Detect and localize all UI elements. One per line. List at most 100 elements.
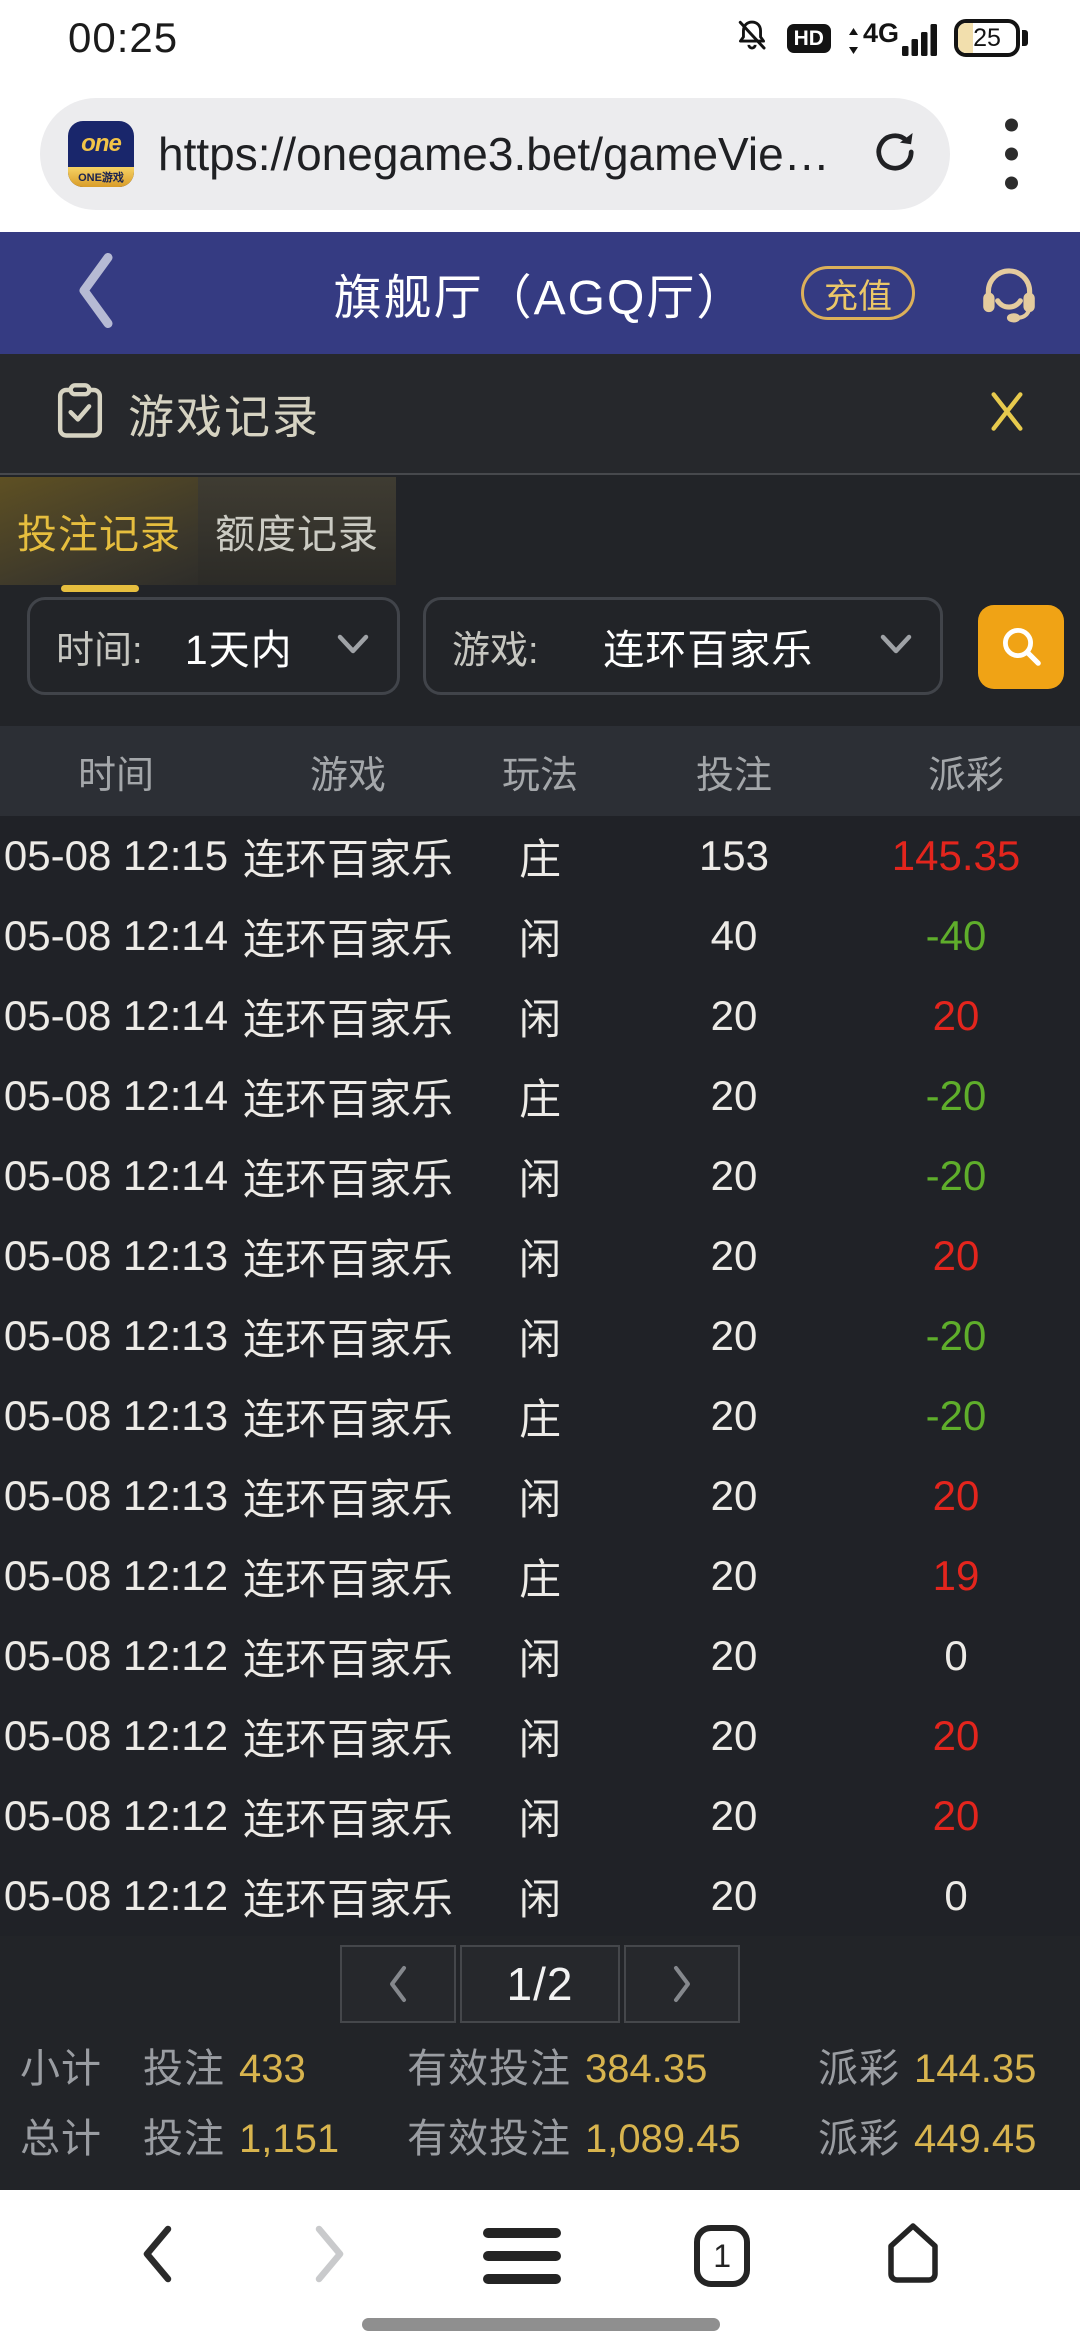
row-play: 闲 [518,995,561,1043]
row-game: 连环百家乐 [242,1875,453,1923]
game-filter-value: 连环百家乐 [603,627,814,673]
row-bet: 20 [710,992,758,1039]
browser-menu-icon[interactable] [1005,118,1018,190]
prev-page-button[interactable] [340,1945,456,2023]
row-payout: 145.35 [891,832,1021,879]
row-play: 闲 [518,1795,561,1843]
time-filter-value: 1天内 [184,627,293,673]
game-filter-select[interactable]: 游戏: 连环百家乐 [423,597,943,695]
table-row[interactable]: 05-08 12:14 连环百家乐 闲 40 -40 [0,896,1080,976]
row-game: 连环百家乐 [242,995,453,1043]
back-icon[interactable] [72,250,118,337]
system-nav-bar: 1 [0,2190,1080,2340]
nav-menu-icon[interactable] [482,2228,561,2284]
page-title: 旗舰厅（AGQ厅） [333,272,747,325]
customer-service-icon[interactable] [976,257,1042,330]
pagination: 1/2 [340,1945,740,2023]
game-filter-label: 游戏: [452,629,539,672]
browser-toolbar: one ONE游戏 https://onegame3.bet/gameVie… [0,76,1080,232]
row-time: 05-08 12:13 [3,1232,229,1279]
row-time: 05-08 12:12 [3,1872,229,1919]
row-time: 05-08 12:12 [3,1712,229,1759]
row-time: 05-08 12:13 [3,1392,229,1439]
address-bar[interactable]: one ONE游戏 https://onegame3.bet/gameVie… [40,98,950,210]
recharge-button[interactable]: 充值 [801,266,915,320]
row-play: 闲 [518,1635,561,1683]
row-time: 05-08 12:12 [3,1632,229,1679]
subtotal-bet-value: 433 [239,2047,306,2091]
row-time: 05-08 12:12 [3,1792,229,1839]
table-header: 时间 游戏 玩法 投注 派彩 [0,726,1080,816]
row-game: 连环百家乐 [242,1555,453,1603]
col-game: 游戏 [309,754,386,797]
row-payout: -20 [925,1152,987,1199]
row-payout: 20 [932,1712,980,1759]
row-game: 连环百家乐 [242,835,453,883]
site-favicon: one ONE游戏 [68,121,134,187]
total-bet-label: 投注 [143,2117,225,2161]
panel-header: 游戏记录 [0,354,1080,475]
subtotal-payout-value: 144.35 [914,2047,1037,2091]
table-row[interactable]: 05-08 12:14 连环百家乐 庄 20 -20 [0,1056,1080,1136]
nav-home-icon[interactable] [883,2221,943,2292]
battery-level: 25 [973,23,1001,52]
row-play: 闲 [518,1875,561,1923]
row-play: 闲 [518,915,561,963]
col-play: 玩法 [501,754,578,797]
row-play: 闲 [518,1235,561,1283]
tab-quota-records[interactable]: 额度记录 [198,477,396,585]
row-play: 闲 [518,1715,561,1763]
table-row[interactable]: 05-08 12:13 连环百家乐 庄 20 -20 [0,1376,1080,1456]
table-body: 05-08 12:15 连环百家乐 庄 153 145.35 05-08 12:… [0,816,1080,1936]
gesture-bar[interactable] [362,2318,720,2331]
refresh-icon[interactable] [868,125,922,184]
table-row[interactable]: 05-08 12:13 连环百家乐 闲 20 -20 [0,1296,1080,1376]
total-payout-label: 派彩 [818,2117,900,2161]
hd-badge: HD [786,23,831,53]
row-game: 连环百家乐 [242,1075,453,1123]
subtotal-payout-label: 派彩 [818,2047,900,2091]
app-header: 旗舰厅（AGQ厅） 充值 [0,232,1080,354]
row-play: 闲 [518,1155,561,1203]
search-button[interactable] [978,605,1064,689]
row-play: 闲 [518,1315,561,1363]
total-valid-value: 1,089.45 [585,2117,741,2161]
nav-back-icon[interactable] [137,2224,177,2289]
row-bet: 20 [710,1872,758,1919]
nav-tabs-icon[interactable]: 1 [694,2225,751,2287]
tab-bet-records[interactable]: 投注记录 [0,477,198,592]
table-row[interactable]: 05-08 12:12 连环百家乐 闲 20 20 [0,1776,1080,1856]
row-play: 庄 [518,835,561,883]
row-payout: -20 [925,1072,987,1119]
row-bet: 153 [698,832,770,879]
row-bet: 20 [710,1312,758,1359]
row-payout: -20 [925,1312,987,1359]
next-page-button[interactable] [624,1945,740,2023]
subtotal-label: 小计 [20,2047,102,2091]
row-bet: 20 [710,1152,758,1199]
row-time: 05-08 12:12 [3,1552,229,1599]
row-time: 05-08 12:14 [3,1152,229,1199]
table-row[interactable]: 05-08 12:12 连环百家乐 庄 20 19 [0,1536,1080,1616]
url-text: https://onegame3.bet/gameVie… [158,128,830,180]
row-time: 05-08 12:13 [3,1472,229,1519]
col-time: 时间 [77,754,154,797]
row-payout: 20 [932,1792,980,1839]
record-tabs: 投注记录 额度记录 [0,477,1080,592]
nav-forward-icon[interactable] [310,2224,350,2289]
close-icon[interactable] [982,386,1032,441]
table-row[interactable]: 05-08 12:12 连环百家乐 闲 20 20 [0,1696,1080,1776]
table-row[interactable]: 05-08 12:12 连环百家乐 闲 20 0 [0,1616,1080,1696]
table-row[interactable]: 05-08 12:14 连环百家乐 闲 20 -20 [0,1136,1080,1216]
table-row[interactable]: 05-08 12:12 连环百家乐 闲 20 0 [0,1856,1080,1936]
row-game: 连环百家乐 [242,1395,453,1443]
table-row[interactable]: 05-08 12:13 连环百家乐 闲 20 20 [0,1456,1080,1536]
row-time: 05-08 12:14 [3,912,229,959]
row-game: 连环百家乐 [242,1635,453,1683]
table-row[interactable]: 05-08 12:14 连环百家乐 闲 20 20 [0,976,1080,1056]
time-filter-select[interactable]: 时间: 1天内 [27,597,400,695]
table-row[interactable]: 05-08 12:15 连环百家乐 庄 153 145.35 [0,816,1080,896]
clock: 00:25 [68,14,179,61]
table-row[interactable]: 05-08 12:13 连环百家乐 闲 20 20 [0,1216,1080,1296]
